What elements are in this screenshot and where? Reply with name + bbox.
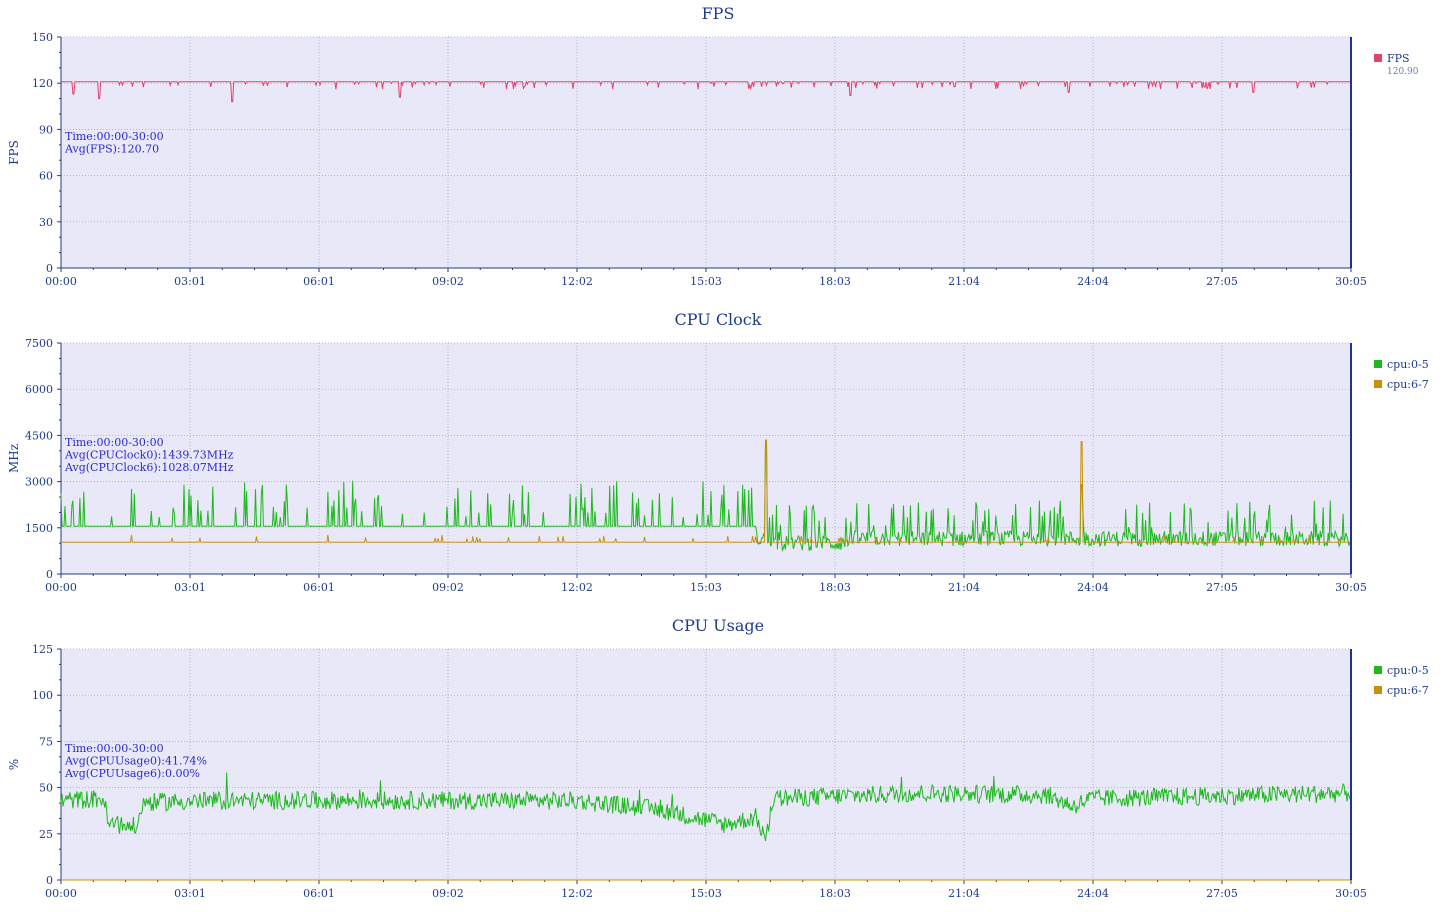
y-tick-label: 3000 [25, 476, 53, 489]
series-line-cpu-0-5 [60, 772, 1352, 841]
chart-title: CPU Usage [672, 616, 764, 635]
x-tick-label: 27:05 [1206, 581, 1238, 594]
chart-cpu-clock: CPU Clock 0 1500 3000 4500 6000 7500 00:00 03:01… [7, 310, 1429, 594]
x-tick-label: 18:03 [819, 581, 851, 594]
x-tick-label: 09:02 [432, 275, 464, 288]
info-text: Avg(CPUUsage0):41.74% [64, 755, 207, 768]
x-tick-label: 30:05 [1335, 275, 1367, 288]
x-tick-label: 09:02 [432, 581, 464, 594]
x-tick-label: 24:04 [1077, 275, 1109, 288]
x-tick-label: 12:02 [561, 275, 593, 288]
x-tick-label: 21:04 [948, 887, 980, 900]
legend-swatch [1374, 360, 1382, 368]
x-tick-label: 24:04 [1077, 581, 1109, 594]
x-tick-label: 12:02 [561, 581, 593, 594]
x-tick-label: 09:02 [432, 887, 464, 900]
y-axis-label: FPS [7, 140, 21, 165]
y-tick-label: 50 [39, 782, 53, 795]
x-tick-label: 30:05 [1335, 887, 1367, 900]
legend-label: cpu:6-7 [1387, 378, 1429, 391]
y-tick-label: 6000 [25, 383, 53, 396]
info-text: Time:00:00-30:00 [65, 742, 164, 755]
chart-fps: FPS 0 30 60 90 120 150 00:00 03:01 06:01 09:02 12:0… [7, 4, 1419, 288]
series-line-FPS [61, 80, 1351, 103]
x-tick-label: 06:01 [303, 581, 335, 594]
series-line-cpu-0-5 [60, 439, 1352, 552]
x-tick-label: 21:04 [948, 275, 980, 288]
x-tick-label: 15:03 [690, 887, 722, 900]
chart-cpu-usage: CPU Usage 0 25 50 75 100 125 00:00 03:01 06:01 09:… [7, 616, 1429, 900]
x-tick-label: 27:05 [1206, 887, 1238, 900]
x-tick-label: 00:00 [45, 275, 77, 288]
x-tick-label: 00:00 [45, 887, 77, 900]
y-axis-label: % [7, 759, 21, 770]
plot-area [61, 37, 1351, 268]
x-tick-label: 03:01 [174, 581, 206, 594]
info-text: Avg(CPUClock0):1439.73MHz [64, 449, 234, 462]
y-axis-label: MHz [7, 444, 21, 473]
y-tick-label: 25 [39, 828, 53, 841]
info-text: Avg(CPUUsage6):0.00% [64, 767, 200, 780]
x-tick-label: 03:01 [174, 887, 206, 900]
x-tick-label: 15:03 [690, 275, 722, 288]
y-tick-label: 60 [39, 170, 53, 183]
chart-title: CPU Clock [675, 310, 762, 329]
x-tick-label: 00:00 [45, 581, 77, 594]
x-tick-label: 15:03 [690, 581, 722, 594]
y-tick-label: 100 [32, 689, 53, 702]
y-tick-label: 30 [39, 216, 53, 229]
y-tick-label: 125 [32, 643, 53, 656]
chart-title: FPS [702, 4, 735, 23]
info-text: Time:00:00-30:00 [65, 436, 164, 449]
series-line-cpu-6-7 [61, 439, 1351, 543]
legend-label: FPS [1387, 52, 1410, 65]
x-tick-label: 21:04 [948, 581, 980, 594]
x-tick-label: 06:01 [303, 275, 335, 288]
y-tick-label: 150 [32, 31, 53, 44]
y-tick-label: 4500 [25, 429, 53, 442]
legend-label: cpu:0-5 [1387, 358, 1429, 371]
legend-label: cpu:6-7 [1387, 684, 1429, 697]
x-tick-label: 27:05 [1206, 275, 1238, 288]
legend-swatch [1374, 686, 1382, 694]
y-tick-label: 7500 [25, 337, 53, 350]
info-text: Avg(CPUClock6):1028.07MHz [64, 461, 234, 474]
x-tick-label: 24:04 [1077, 887, 1109, 900]
x-tick-label: 18:03 [819, 275, 851, 288]
y-tick-label: 1500 [25, 522, 53, 535]
x-tick-label: 12:02 [561, 887, 593, 900]
x-tick-label: 30:05 [1335, 581, 1367, 594]
legend-value: 120.90 [1387, 67, 1419, 77]
y-tick-label: 90 [39, 123, 53, 136]
legend-swatch [1374, 666, 1382, 674]
info-text: Avg(FPS):120.70 [64, 143, 159, 156]
y-tick-label: 75 [39, 735, 53, 748]
legend-swatch [1374, 54, 1382, 62]
y-tick-label: 120 [32, 77, 53, 90]
plot-area [61, 649, 1351, 880]
legend-label: cpu:0-5 [1387, 664, 1429, 677]
y-tick-label: 0 [46, 874, 53, 887]
x-tick-label: 18:03 [819, 887, 851, 900]
y-tick-label: 0 [46, 262, 53, 275]
info-text: Time:00:00-30:00 [65, 130, 164, 143]
y-tick-label: 0 [46, 568, 53, 581]
x-tick-label: 03:01 [174, 275, 206, 288]
x-tick-label: 06:01 [303, 887, 335, 900]
legend-swatch [1374, 380, 1382, 388]
